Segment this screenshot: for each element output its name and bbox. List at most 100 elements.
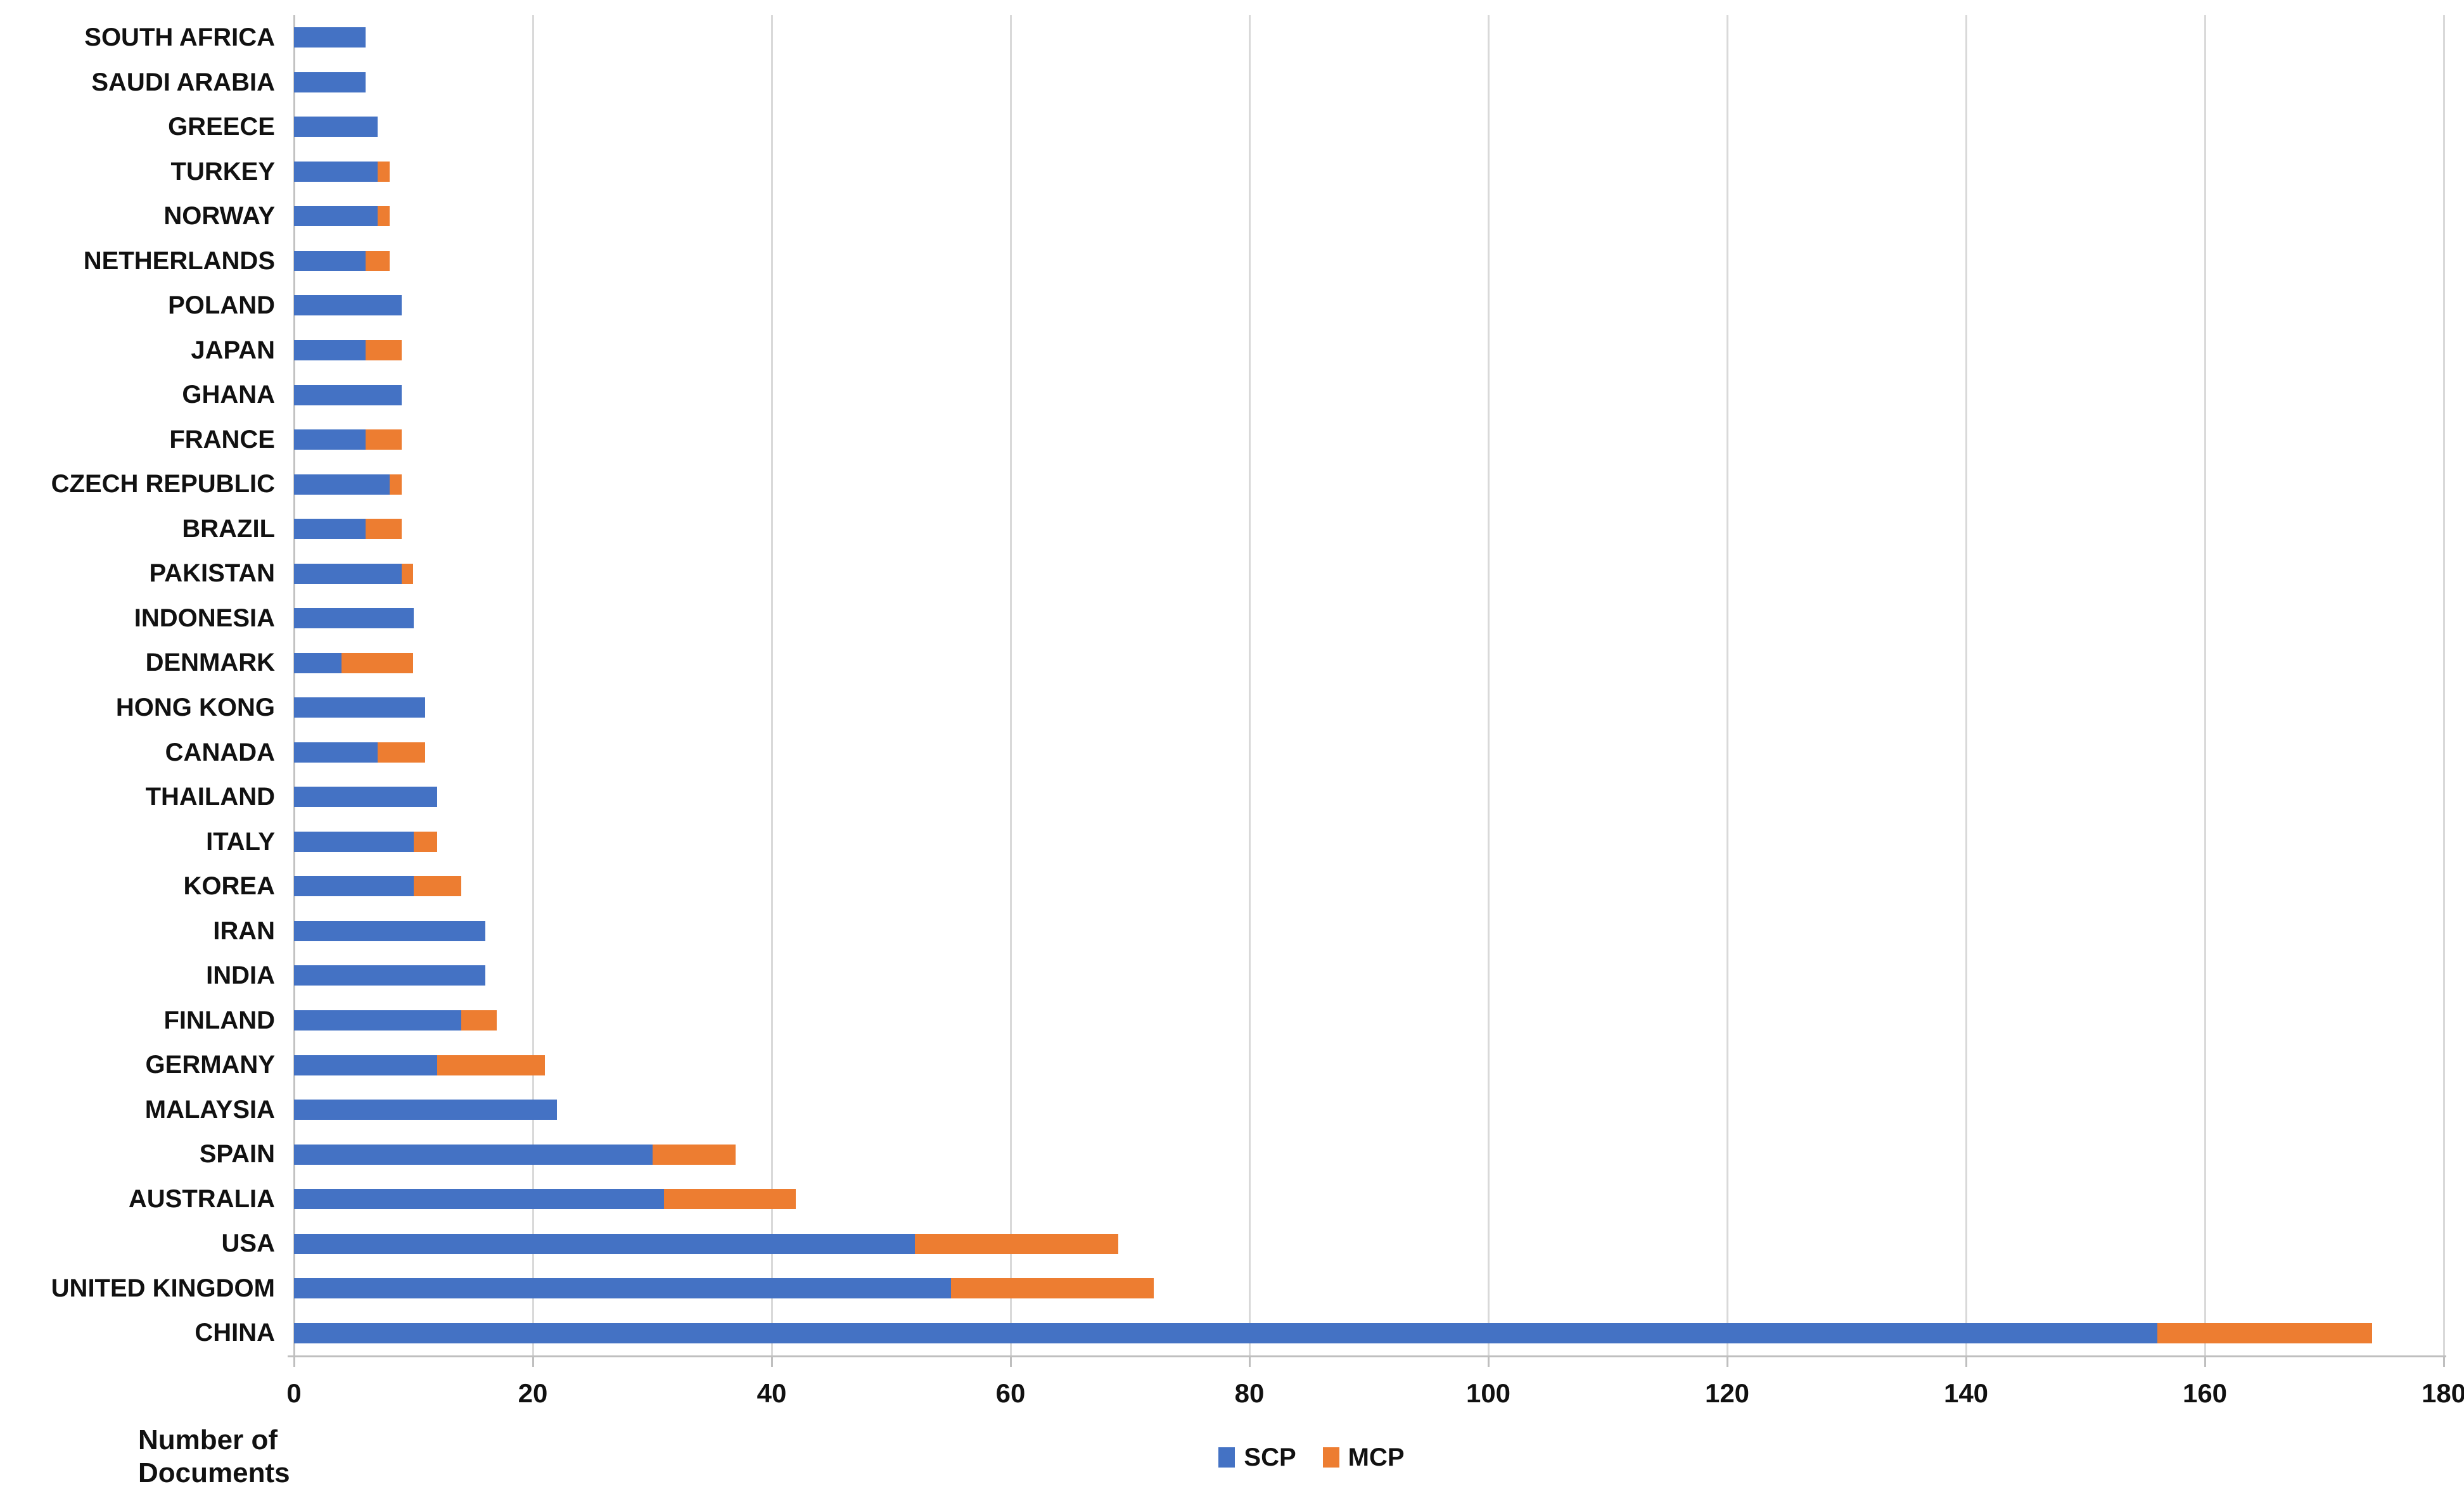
category-label-france: FRANCE bbox=[169, 425, 275, 453]
x-axis-line bbox=[288, 1355, 2446, 1357]
scp-bar-segment-indonesia bbox=[294, 608, 414, 629]
category-label-south-africa: SOUTH AFRICA bbox=[84, 23, 275, 51]
scp-bar-segment-ghana bbox=[294, 384, 402, 405]
scp-bar-segment-france bbox=[294, 429, 366, 450]
category-label-norway: NORWAY bbox=[163, 202, 275, 231]
mcp-bar-segment-czech-republic bbox=[389, 474, 402, 495]
mcp-bar-segment-usa bbox=[915, 1233, 1118, 1254]
scp-bar-segment-canada bbox=[294, 742, 378, 763]
category-label-poland: POLAND bbox=[168, 291, 275, 320]
tick-mark-20 bbox=[532, 1355, 534, 1367]
axis-title: Number of Documents bbox=[138, 1424, 290, 1488]
x-tick-label-0: 0 bbox=[286, 1378, 302, 1408]
category-label-brazil: BRAZIL bbox=[182, 514, 275, 543]
gridline-160 bbox=[2204, 15, 2206, 1355]
mcp-bar-segment-norway bbox=[377, 206, 390, 227]
legend-item-scp: SCP bbox=[1218, 1443, 1296, 1472]
tick-mark-120 bbox=[1727, 1355, 1728, 1367]
category-label-denmark: DENMARK bbox=[145, 649, 275, 677]
scp-bar-segment-saudi-arabia bbox=[294, 72, 366, 92]
scp-bar-segment-czech-republic bbox=[294, 474, 390, 495]
scp-bar-segment-india bbox=[294, 965, 485, 986]
gridline-0 bbox=[293, 15, 295, 1355]
scp-bar-segment-denmark bbox=[294, 652, 342, 673]
scp-bar-segment-germany bbox=[294, 1055, 438, 1075]
legend-label-mcp: MCP bbox=[1348, 1443, 1405, 1471]
scp-bar-segment-korea bbox=[294, 876, 414, 897]
category-label-spain: SPAIN bbox=[199, 1140, 275, 1169]
scp-bar-segment-finland bbox=[294, 1010, 461, 1031]
mcp-bar-segment-turkey bbox=[377, 161, 390, 182]
category-label-turkey: TURKEY bbox=[170, 157, 275, 186]
x-tick-label-20: 20 bbox=[518, 1378, 548, 1408]
scp-bar-segment-australia bbox=[294, 1189, 665, 1210]
mcp-bar-segment-australia bbox=[664, 1189, 796, 1210]
category-label-hong-kong: HONG KONG bbox=[115, 694, 275, 721]
tick-mark-180 bbox=[2443, 1355, 2445, 1367]
category-label-ghana: GHANA bbox=[182, 381, 275, 409]
scp-bar-segment-iran bbox=[294, 920, 485, 941]
scp-bar-segment-pakistan bbox=[294, 563, 402, 584]
scp-bar-segment-brazil bbox=[294, 519, 366, 540]
category-label-czech-republic: CZECH REPUBLIC bbox=[51, 470, 275, 498]
scp-bar-segment-japan bbox=[294, 340, 366, 360]
category-label-japan: JAPAN bbox=[191, 336, 275, 364]
tick-mark-0 bbox=[293, 1355, 295, 1367]
scp-bar-segment-spain bbox=[294, 1144, 653, 1165]
category-label-greece: GREECE bbox=[168, 113, 275, 141]
gridline-100 bbox=[1488, 15, 1490, 1355]
legend-item-mcp: MCP bbox=[1322, 1443, 1405, 1472]
category-label-australia: AUSTRALIA bbox=[128, 1184, 275, 1213]
category-label-canada: CANADA bbox=[165, 738, 275, 766]
gridline-60 bbox=[1010, 15, 1012, 1355]
scp-bar-segment-hong-kong bbox=[294, 697, 426, 718]
mcp-bar-segment-korea bbox=[413, 876, 461, 897]
scp-bar-segment-norway bbox=[294, 206, 378, 227]
scp-bar-segment-turkey bbox=[294, 161, 378, 182]
x-tick-label-180: 180 bbox=[2421, 1378, 2464, 1408]
scp-bar-segment-italy bbox=[294, 831, 414, 852]
tick-mark-60 bbox=[1010, 1355, 1012, 1367]
category-label-india: INDIA bbox=[206, 961, 275, 990]
category-label-korea: KOREA bbox=[183, 872, 275, 901]
category-label-germany: GERMANY bbox=[145, 1051, 275, 1079]
scp-bar-segment-poland bbox=[294, 295, 402, 316]
x-tick-label-160: 160 bbox=[2182, 1378, 2228, 1408]
category-label-finland: FINLAND bbox=[163, 1006, 275, 1034]
gridline-120 bbox=[1727, 15, 1728, 1355]
scp-bar-segment-netherlands bbox=[294, 250, 366, 271]
mcp-bar-segment-italy bbox=[413, 831, 438, 852]
scp-bar-segment-greece bbox=[294, 117, 378, 137]
scp-bar-segment-united-kingdom bbox=[294, 1278, 951, 1299]
tick-mark-40 bbox=[771, 1355, 773, 1367]
scp-bar-segment-usa bbox=[294, 1233, 916, 1254]
category-label-thailand: THAILAND bbox=[145, 783, 275, 811]
x-tick-label-120: 120 bbox=[1704, 1378, 1750, 1408]
mcp-bar-segment-canada bbox=[377, 742, 426, 763]
mcp-bar-segment-spain bbox=[652, 1144, 736, 1165]
gridline-140 bbox=[1965, 15, 1967, 1355]
category-label-iran: IRAN bbox=[213, 916, 275, 945]
gridline-80 bbox=[1249, 15, 1251, 1355]
gridline-40 bbox=[771, 15, 773, 1355]
category-label-united-kingdom: UNITED KINGDOM bbox=[51, 1274, 275, 1302]
category-label-pakistan: PAKISTAN bbox=[149, 559, 275, 588]
category-label-usa: USA bbox=[221, 1229, 275, 1258]
scp-bar-segment-malaysia bbox=[294, 1100, 557, 1120]
scp-bar-segment-china bbox=[294, 1322, 2157, 1343]
mcp-swatch-icon bbox=[1322, 1447, 1339, 1468]
mcp-bar-segment-finland bbox=[461, 1010, 497, 1031]
scp-swatch-icon bbox=[1218, 1447, 1235, 1468]
x-tick-label-140: 140 bbox=[1943, 1378, 1989, 1408]
gridline-20 bbox=[532, 15, 534, 1355]
legend-label-scp: SCP bbox=[1244, 1443, 1296, 1471]
tick-mark-160 bbox=[2204, 1355, 2206, 1367]
category-label-china: CHINA bbox=[195, 1319, 275, 1347]
scp-bar-segment-thailand bbox=[294, 787, 438, 808]
category-label-indonesia: INDONESIA bbox=[134, 604, 275, 632]
category-label-malaysia: MALAYSIA bbox=[144, 1095, 275, 1124]
mcp-bar-segment-denmark bbox=[342, 652, 414, 673]
tick-mark-140 bbox=[1965, 1355, 1967, 1367]
mcp-bar-segment-netherlands bbox=[366, 250, 390, 271]
category-label-netherlands: NETHERLANDS bbox=[83, 246, 275, 275]
